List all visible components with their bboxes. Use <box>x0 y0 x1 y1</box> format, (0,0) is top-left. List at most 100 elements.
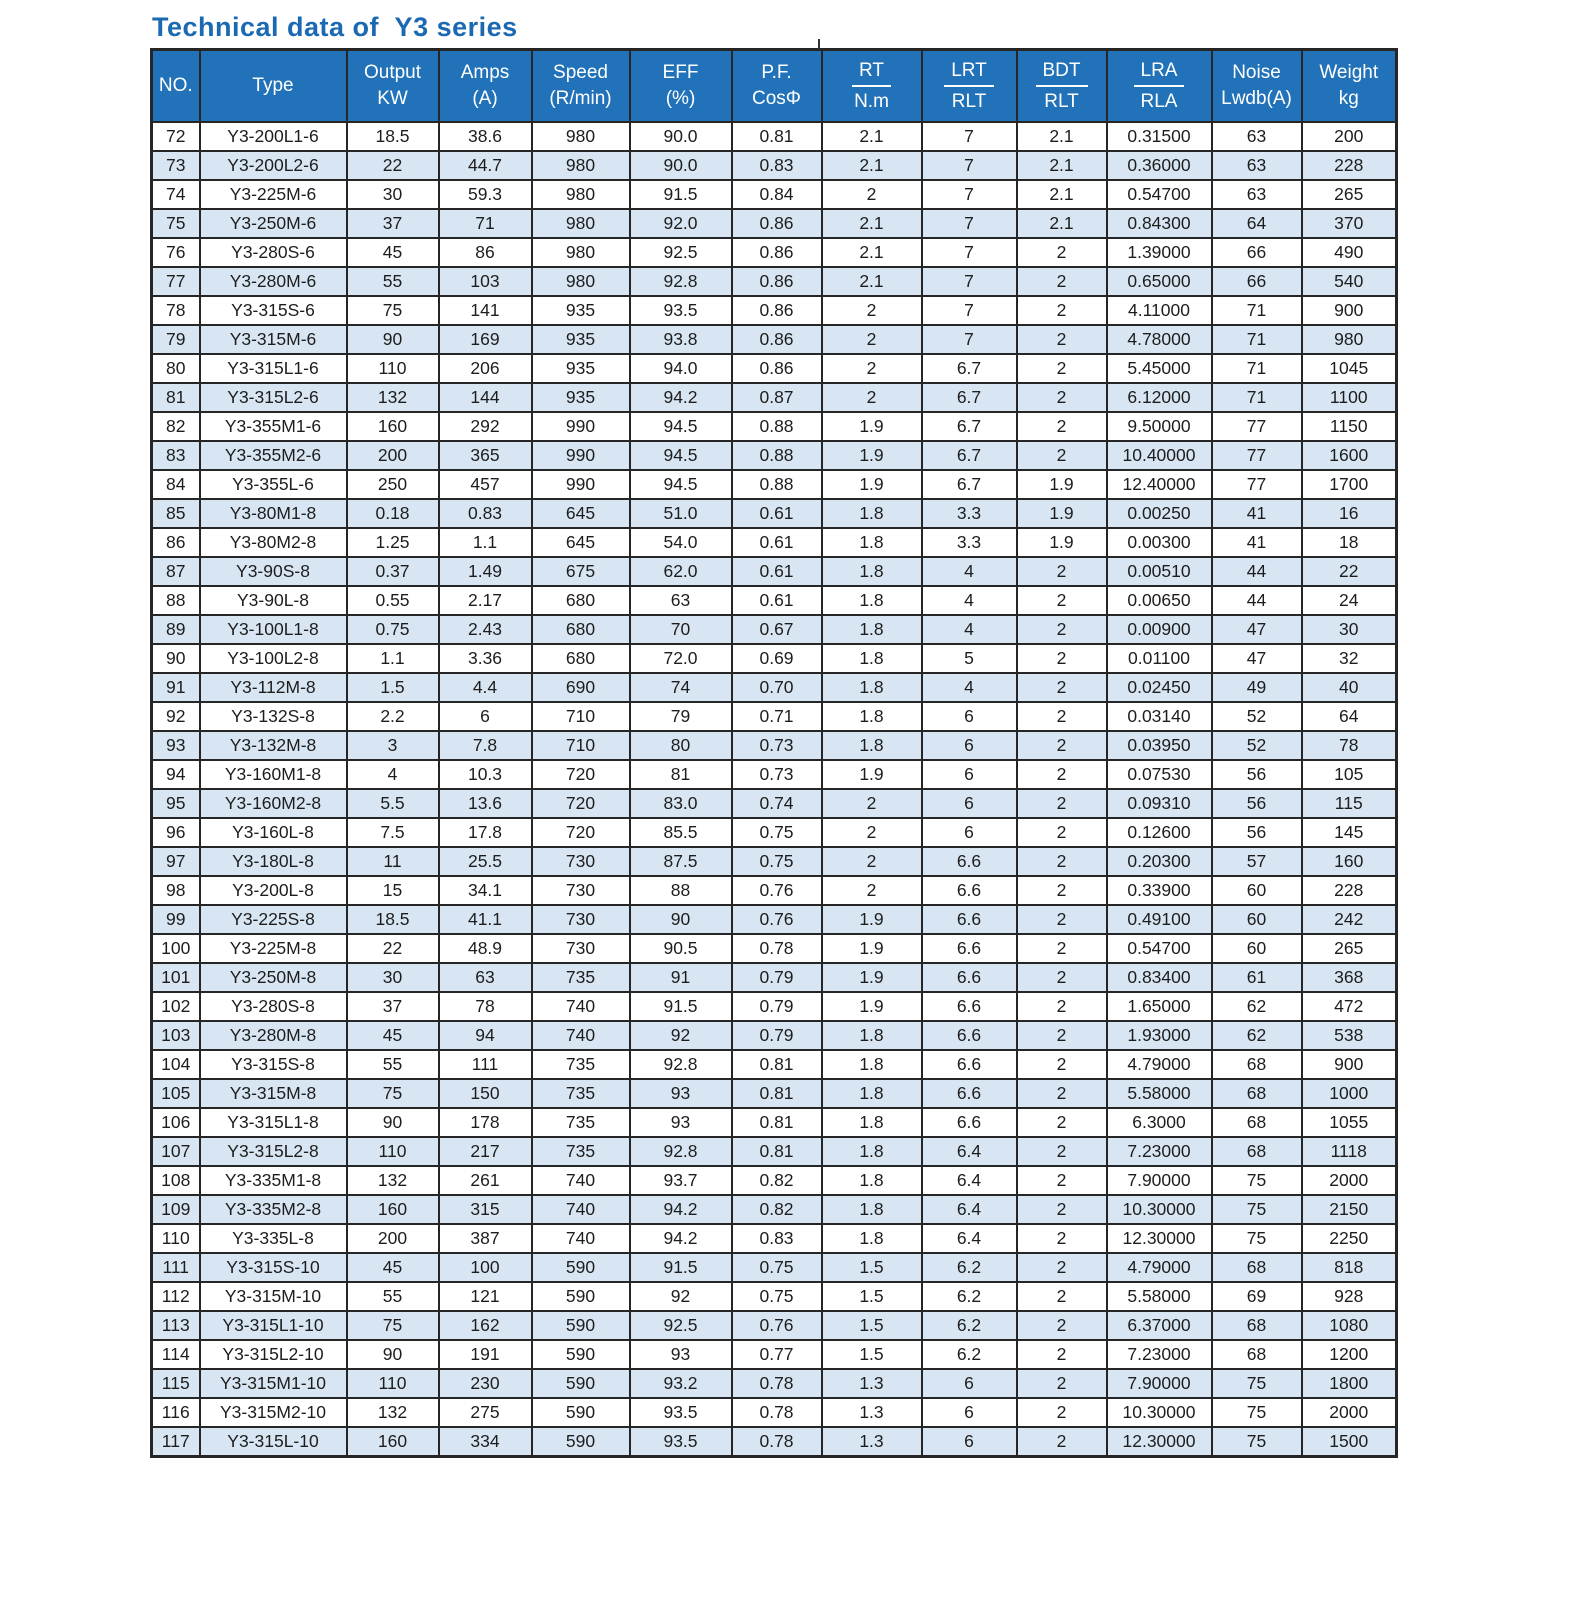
cell-eff: 62.0 <box>628 556 733 587</box>
cell-amps: 141 <box>437 295 533 326</box>
table-row: 80 Y3-315L1-6 110 206 935 94.0 0.86 2 6.7 2 5.4500… <box>150 353 1398 384</box>
cell-amps: 78 <box>437 991 533 1022</box>
cell-pf: 0.88 <box>730 440 823 471</box>
table-row: 78 Y3-315S-6 75 141 935 93.5 0.86 2 7 2 4.11000 71 9… <box>150 295 1398 326</box>
cell-no: 114 <box>150 1339 201 1370</box>
cell-eff: 93 <box>628 1339 733 1370</box>
cell-lra: 10.30000 <box>1105 1397 1213 1428</box>
cell-speed: 590 <box>530 1252 631 1283</box>
cell-amps: 457 <box>437 469 533 500</box>
cell-bdt: 2 <box>1015 1165 1108 1196</box>
cell-speed: 740 <box>530 1165 631 1196</box>
cell-noise: 44 <box>1210 585 1303 616</box>
cell-noise: 75 <box>1210 1194 1303 1225</box>
cell-eff: 94.5 <box>628 469 733 500</box>
cell-pf: 0.82 <box>730 1194 823 1225</box>
cell-lra: 12.40000 <box>1105 469 1213 500</box>
cell-type: Y3-225M-6 <box>198 179 348 210</box>
cell-speed: 935 <box>530 324 631 355</box>
cell-rt: 1.9 <box>820 759 923 790</box>
cell-output: 22 <box>345 150 440 181</box>
cell-weight: 538 <box>1300 1020 1398 1051</box>
cell-eff: 85.5 <box>628 817 733 848</box>
cell-lra: 0.20300 <box>1105 846 1213 877</box>
cell-speed: 740 <box>530 1194 631 1225</box>
cell-pf: 0.73 <box>730 730 823 761</box>
cell-rt: 1.8 <box>820 1165 923 1196</box>
cell-no: 80 <box>150 353 201 384</box>
cell-no: 100 <box>150 933 201 964</box>
cell-output: 160 <box>345 1426 440 1458</box>
cell-type: Y3-225M-8 <box>198 933 348 964</box>
cell-no: 103 <box>150 1020 201 1051</box>
cell-eff: 54.0 <box>628 527 733 558</box>
cell-bdt: 2 <box>1015 788 1108 819</box>
cell-type: Y3-80M2-8 <box>198 527 348 558</box>
cell-bdt: 2.1 <box>1015 179 1108 210</box>
col-header-lra: LRA RLA <box>1105 48 1213 123</box>
cell-bdt: 2 <box>1015 1339 1108 1370</box>
cell-speed: 590 <box>530 1426 631 1458</box>
cell-amps: 41.1 <box>437 904 533 935</box>
cell-amps: 217 <box>437 1136 533 1167</box>
cell-noise: 68 <box>1210 1078 1303 1109</box>
cell-lrt: 6.2 <box>920 1310 1018 1341</box>
cell-amps: 144 <box>437 382 533 413</box>
cell-lrt: 4 <box>920 672 1018 703</box>
table-row: 92 Y3-132S-8 2.2 6 710 79 0.71 1.8 6 2 0.03140 52 64 <box>150 701 1398 732</box>
cell-speed: 735 <box>530 962 631 993</box>
table-row: 99 Y3-225S-8 18.5 41.1 730 90 0.76 1.9 6.6 2 0.491… <box>150 904 1398 935</box>
cell-noise: 63 <box>1210 179 1303 210</box>
cell-type: Y3-132S-8 <box>198 701 348 732</box>
cell-amps: 17.8 <box>437 817 533 848</box>
cell-output: 75 <box>345 1310 440 1341</box>
cell-noise: 71 <box>1210 353 1303 384</box>
cell-speed: 730 <box>530 933 631 964</box>
cell-noise: 41 <box>1210 527 1303 558</box>
cell-rt: 2 <box>820 353 923 384</box>
cell-lra: 9.50000 <box>1105 411 1213 442</box>
cell-noise: 44 <box>1210 556 1303 587</box>
cell-eff: 63 <box>628 585 733 616</box>
cell-lra: 1.93000 <box>1105 1020 1213 1051</box>
cell-weight: 540 <box>1300 266 1398 297</box>
cell-amps: 191 <box>437 1339 533 1370</box>
cell-eff: 93.7 <box>628 1165 733 1196</box>
col-header-rt-line1: RT <box>852 58 891 87</box>
cell-pf: 0.73 <box>730 759 823 790</box>
cell-amps: 13.6 <box>437 788 533 819</box>
cell-rt: 1.8 <box>820 1078 923 1109</box>
table-row: 79 Y3-315M-6 90 169 935 93.8 0.86 2 7 2 4.78000 71 9… <box>150 324 1398 355</box>
cell-noise: 69 <box>1210 1281 1303 1312</box>
table-row: 81 Y3-315L2-6 132 144 935 94.2 0.87 2 6.7 2 6.1200… <box>150 382 1398 413</box>
cell-type: Y3-100L2-8 <box>198 643 348 674</box>
cell-pf: 0.61 <box>730 585 823 616</box>
cell-lrt: 6.2 <box>920 1281 1018 1312</box>
col-header-amps-line2: (A) <box>472 88 498 109</box>
table-row: 95 Y3-160M2-8 5.5 13.6 720 83.0 0.74 2 6 2 0.09310… <box>150 788 1398 819</box>
cell-weight: 228 <box>1300 150 1398 181</box>
cell-noise: 75 <box>1210 1426 1303 1458</box>
cell-lra: 7.23000 <box>1105 1136 1213 1167</box>
cell-noise: 68 <box>1210 1339 1303 1370</box>
cell-output: 200 <box>345 1223 440 1254</box>
cell-output: 132 <box>345 1165 440 1196</box>
cell-eff: 74 <box>628 672 733 703</box>
cell-bdt: 2 <box>1015 353 1108 384</box>
cell-bdt: 2 <box>1015 1194 1108 1225</box>
cell-bdt: 2 <box>1015 295 1108 326</box>
cell-eff: 79 <box>628 701 733 732</box>
cell-type: Y3-132M-8 <box>198 730 348 761</box>
cell-lrt: 6.6 <box>920 1049 1018 1080</box>
cell-output: 90 <box>345 324 440 355</box>
cell-type: Y3-335M2-8 <box>198 1194 348 1225</box>
cell-speed: 680 <box>530 614 631 645</box>
cell-noise: 71 <box>1210 382 1303 413</box>
cell-output: 45 <box>345 1252 440 1283</box>
col-header-output-line2: KW <box>377 88 408 109</box>
cell-noise: 68 <box>1210 1049 1303 1080</box>
cell-noise: 47 <box>1210 643 1303 674</box>
cell-lrt: 6.6 <box>920 1107 1018 1138</box>
cell-type: Y3-250M-6 <box>198 208 348 239</box>
cell-bdt: 2 <box>1015 817 1108 848</box>
